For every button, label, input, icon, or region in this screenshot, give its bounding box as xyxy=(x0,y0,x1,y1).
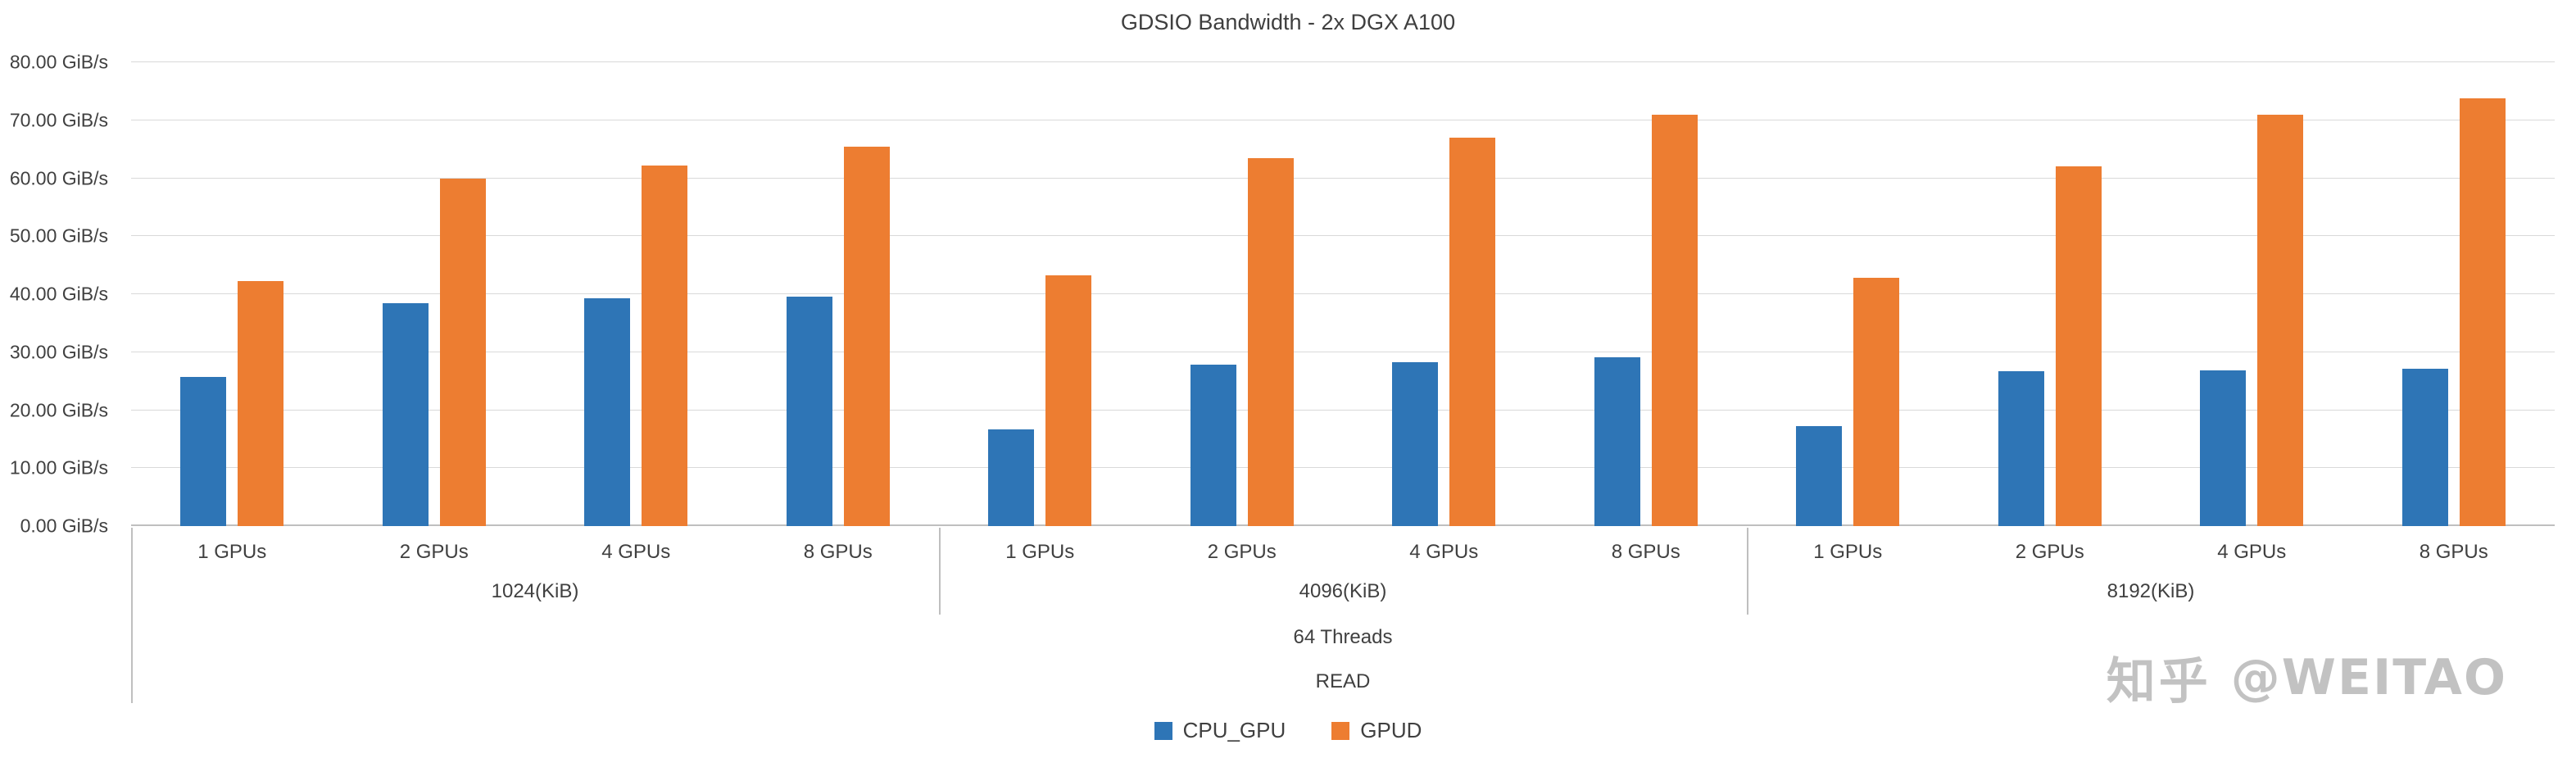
y-tick-label: 10.00 GiB/s xyxy=(9,456,108,479)
bar-gpud xyxy=(1449,137,1496,526)
watermark-handle: @WEITAO xyxy=(2230,648,2507,706)
axis-level-threads: 64 Threads xyxy=(1293,626,1393,648)
bar-cpu_gpu xyxy=(786,296,832,526)
legend-label: CPU_GPU xyxy=(1182,718,1286,742)
bar-gpud xyxy=(642,165,688,526)
bar-group xyxy=(737,62,940,526)
bar-gpud xyxy=(2055,166,2102,526)
legend-item-cpu_gpu: CPU_GPU xyxy=(1154,718,1286,743)
bar-gpud xyxy=(2459,98,2506,526)
bar-group xyxy=(535,62,737,526)
bar-cpu_gpu xyxy=(584,297,631,526)
axis-separator-1024-4096 xyxy=(938,528,941,615)
bar-cpu_gpu xyxy=(1594,357,1640,526)
bar-gpud xyxy=(843,146,890,526)
group-row: 1024(KiB) 4096(KiB) 8192(KiB) xyxy=(131,570,2555,615)
bar-cpu_gpu xyxy=(1190,365,1236,526)
watermark-brand: 知乎 xyxy=(2106,653,2211,710)
axis-level-read: READ xyxy=(1315,670,1371,692)
bar-gpud xyxy=(1045,275,1092,526)
bar-cpu_gpu xyxy=(1998,371,2044,526)
category-label: 8 GPUs xyxy=(803,541,873,563)
group-label: 4096(KiB) xyxy=(1299,580,1387,602)
bar-group xyxy=(1949,62,2152,526)
bars xyxy=(131,62,2555,526)
gridline xyxy=(131,235,2555,237)
bar-gpud xyxy=(2257,115,2304,526)
bar-gpud xyxy=(1651,115,1698,526)
chart-title: GDSIO Bandwidth - 2x DGX A100 xyxy=(1120,10,1456,34)
category-label: 2 GPUs xyxy=(1207,541,1277,563)
gridline xyxy=(131,409,2555,411)
x-axis: 1 GPUs 2 GPUs 4 GPUs 8 GPUs 1 GPUs 2 GPUs 4 GP… xyxy=(131,528,2555,703)
y-tick-label: 20.00 GiB/s xyxy=(9,399,108,420)
group-label: 1024(KiB) xyxy=(491,580,579,602)
y-tick-label: 70.00 GiB/s xyxy=(9,109,108,131)
bar-gpud xyxy=(439,179,486,526)
bar-group xyxy=(1343,62,1545,526)
legend-label: GPUD xyxy=(1360,718,1422,742)
x-axis-line xyxy=(131,524,2555,526)
bar-cpu_gpu xyxy=(180,377,227,526)
y-tick-label: 80.00 GiB/s xyxy=(9,51,108,73)
y-tick-label: 50.00 GiB/s xyxy=(9,225,108,247)
category-label: 4 GPUs xyxy=(601,541,671,563)
bar-cpu_gpu xyxy=(988,429,1035,526)
bar-group xyxy=(131,62,333,526)
bar-cpu_gpu xyxy=(1392,361,1439,526)
category-label: 8 GPUs xyxy=(2419,541,2488,563)
category-label: 4 GPUs xyxy=(2217,541,2287,563)
bar-group xyxy=(939,62,1141,526)
category-label: 1 GPUs xyxy=(197,541,267,563)
gridline xyxy=(131,177,2555,179)
bar-cpu_gpu xyxy=(2401,369,2448,526)
gridline xyxy=(131,293,2555,294)
category-label: 2 GPUs xyxy=(2015,541,2084,563)
gridline xyxy=(131,467,2555,469)
gridlines xyxy=(131,61,2555,526)
y-axis: 0.00 GiB/s 10.00 GiB/s 20.00 GiB/s 30.00 Gi… xyxy=(9,52,108,537)
bar-group xyxy=(2151,62,2353,526)
bar-cpu_gpu xyxy=(1796,426,1843,526)
gridline xyxy=(131,61,2555,62)
watermark: 知乎 @WEITAO xyxy=(2107,642,2507,713)
bar-group xyxy=(2353,62,2556,526)
category-label: 2 GPUs xyxy=(399,541,469,563)
legend-swatch-icon xyxy=(1154,721,1172,740)
bar-group xyxy=(1141,62,1344,526)
bar-group xyxy=(333,62,536,526)
group-label: 8192(KiB) xyxy=(2107,580,2195,602)
category-label: 8 GPUs xyxy=(1611,541,1680,563)
y-tick-label: 40.00 GiB/s xyxy=(9,283,108,305)
bar-cpu_gpu xyxy=(382,303,429,526)
plot-area xyxy=(131,61,2555,526)
legend-swatch-icon xyxy=(1331,721,1350,740)
bar-gpud xyxy=(1853,278,1900,526)
category-label: 1 GPUs xyxy=(1813,541,1883,563)
axis-separator-left xyxy=(131,528,133,703)
bar-cpu_gpu xyxy=(2200,370,2247,526)
category-label: 1 GPUs xyxy=(1005,541,1075,563)
legend-item-gpud: GPUD xyxy=(1331,718,1422,743)
bar-group xyxy=(1545,62,1748,526)
bar-group xyxy=(1747,62,1949,526)
bar-gpud xyxy=(1247,157,1294,526)
legend: CPU_GPU GPUD xyxy=(0,718,2576,743)
category-row: 1 GPUs 2 GPUs 4 GPUs 8 GPUs 1 GPUs 2 GPUs 4 GP… xyxy=(131,528,2555,570)
category-label: 4 GPUs xyxy=(1409,541,1479,563)
y-tick-label: 30.00 GiB/s xyxy=(9,341,108,363)
axis-separator-4096-8192 xyxy=(1747,528,1748,615)
y-tick-label: 0.00 GiB/s xyxy=(20,515,108,537)
bar-gpud xyxy=(238,280,284,526)
y-tick-label: 60.00 GiB/s xyxy=(9,167,108,188)
